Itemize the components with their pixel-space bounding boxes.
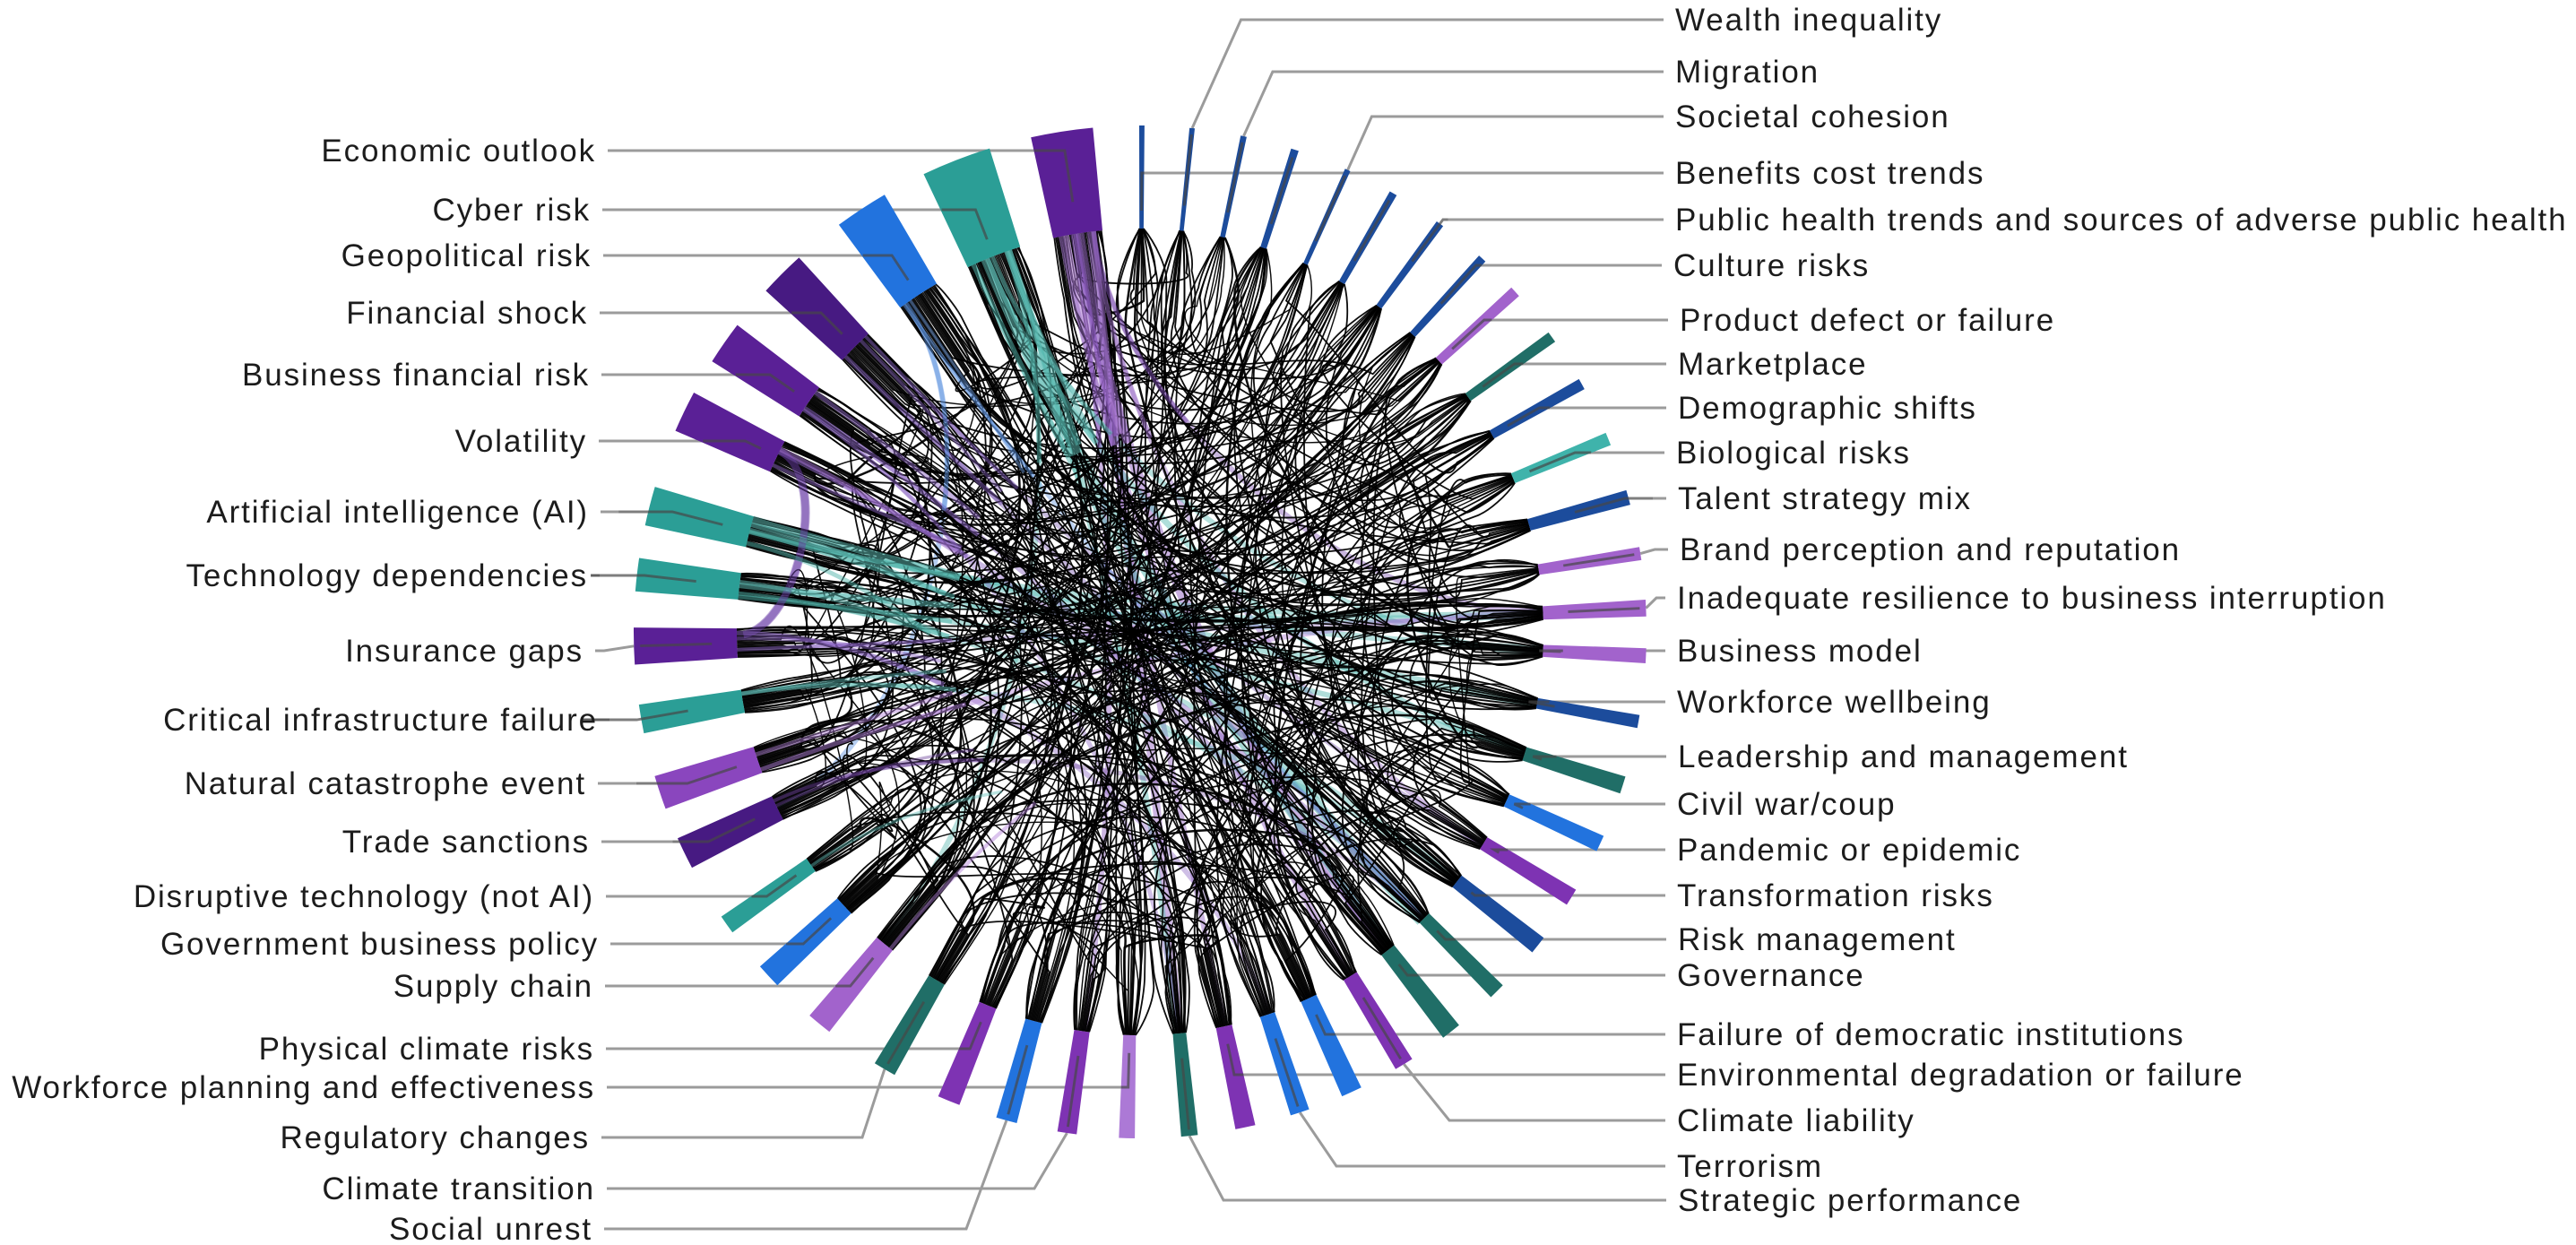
- svg-text:Workforce wellbeing: Workforce wellbeing: [1677, 685, 1992, 720]
- svg-text:Geopolitical risk: Geopolitical risk: [341, 238, 592, 273]
- svg-text:Brand perception and reputatio: Brand perception and reputation: [1680, 532, 2181, 567]
- svg-text:Product defect or failure: Product defect or failure: [1680, 303, 2055, 338]
- svg-text:Artificial intelligence (AI): Artificial intelligence (AI): [206, 495, 589, 530]
- svg-text:Cyber risk: Cyber risk: [432, 193, 591, 228]
- svg-text:Critical infrastructure failur: Critical infrastructure failure: [163, 703, 598, 738]
- svg-text:Business financial risk: Business financial risk: [242, 358, 590, 393]
- svg-text:Climate liability: Climate liability: [1677, 1103, 1915, 1138]
- svg-text:Technology dependencies: Technology dependencies: [186, 558, 588, 593]
- svg-text:Insurance gaps: Insurance gaps: [345, 634, 583, 669]
- svg-text:Risk management: Risk management: [1678, 922, 1957, 957]
- svg-text:Environmental degradation or f: Environmental degradation or failure: [1677, 1058, 2244, 1093]
- svg-text:Failure of democratic institut: Failure of democratic institutions: [1677, 1017, 2184, 1052]
- svg-text:Physical climate risks: Physical climate risks: [259, 1032, 594, 1067]
- svg-text:Natural catastrophe event: Natural catastrophe event: [185, 766, 586, 801]
- svg-text:Government business policy: Government business policy: [160, 927, 599, 962]
- svg-text:Regulatory changes: Regulatory changes: [280, 1120, 590, 1155]
- svg-text:Leadership and management: Leadership and management: [1678, 739, 2129, 774]
- svg-text:Business model: Business model: [1677, 634, 1923, 669]
- svg-text:Inadequate resilience to busin: Inadequate resilience to business interr…: [1677, 581, 2387, 616]
- svg-text:Marketplace: Marketplace: [1678, 347, 1868, 382]
- svg-text:Terrorism: Terrorism: [1677, 1149, 1823, 1184]
- svg-text:Financial shock: Financial shock: [346, 296, 588, 331]
- svg-text:Workforce planning and effecti: Workforce planning and effectiveness: [12, 1070, 595, 1105]
- svg-text:Wealth inequality: Wealth inequality: [1675, 3, 1942, 38]
- svg-text:Supply chain: Supply chain: [393, 969, 593, 1004]
- svg-text:Climate transition: Climate transition: [322, 1172, 595, 1206]
- svg-text:Economic outlook: Economic outlook: [321, 134, 596, 169]
- svg-text:Trade sanctions: Trade sanctions: [342, 825, 590, 860]
- svg-text:Strategic performance: Strategic performance: [1678, 1183, 2022, 1218]
- svg-text:Talent strategy mix: Talent strategy mix: [1678, 481, 1972, 516]
- svg-text:Benefits cost trends: Benefits cost trends: [1675, 156, 1984, 191]
- svg-text:Culture risks: Culture risks: [1673, 248, 1870, 283]
- svg-text:Biological risks: Biological risks: [1676, 436, 1911, 471]
- svg-text:Public health trends and sourc: Public health trends and sources of adve…: [1675, 203, 2568, 238]
- svg-text:Societal cohesion: Societal cohesion: [1675, 99, 1950, 134]
- svg-text:Civil war/coup: Civil war/coup: [1677, 787, 1896, 822]
- svg-text:Governance: Governance: [1677, 958, 1865, 993]
- svg-text:Demographic shifts: Demographic shifts: [1678, 391, 1977, 426]
- svg-text:Migration: Migration: [1675, 55, 1820, 90]
- svg-text:Social unrest: Social unrest: [389, 1212, 592, 1245]
- svg-text:Transformation risks: Transformation risks: [1677, 878, 1994, 913]
- svg-text:Volatility: Volatility: [455, 424, 587, 459]
- svg-text:Pandemic or epidemic: Pandemic or epidemic: [1677, 833, 2021, 868]
- svg-text:Disruptive technology (not AI): Disruptive technology (not AI): [134, 879, 594, 914]
